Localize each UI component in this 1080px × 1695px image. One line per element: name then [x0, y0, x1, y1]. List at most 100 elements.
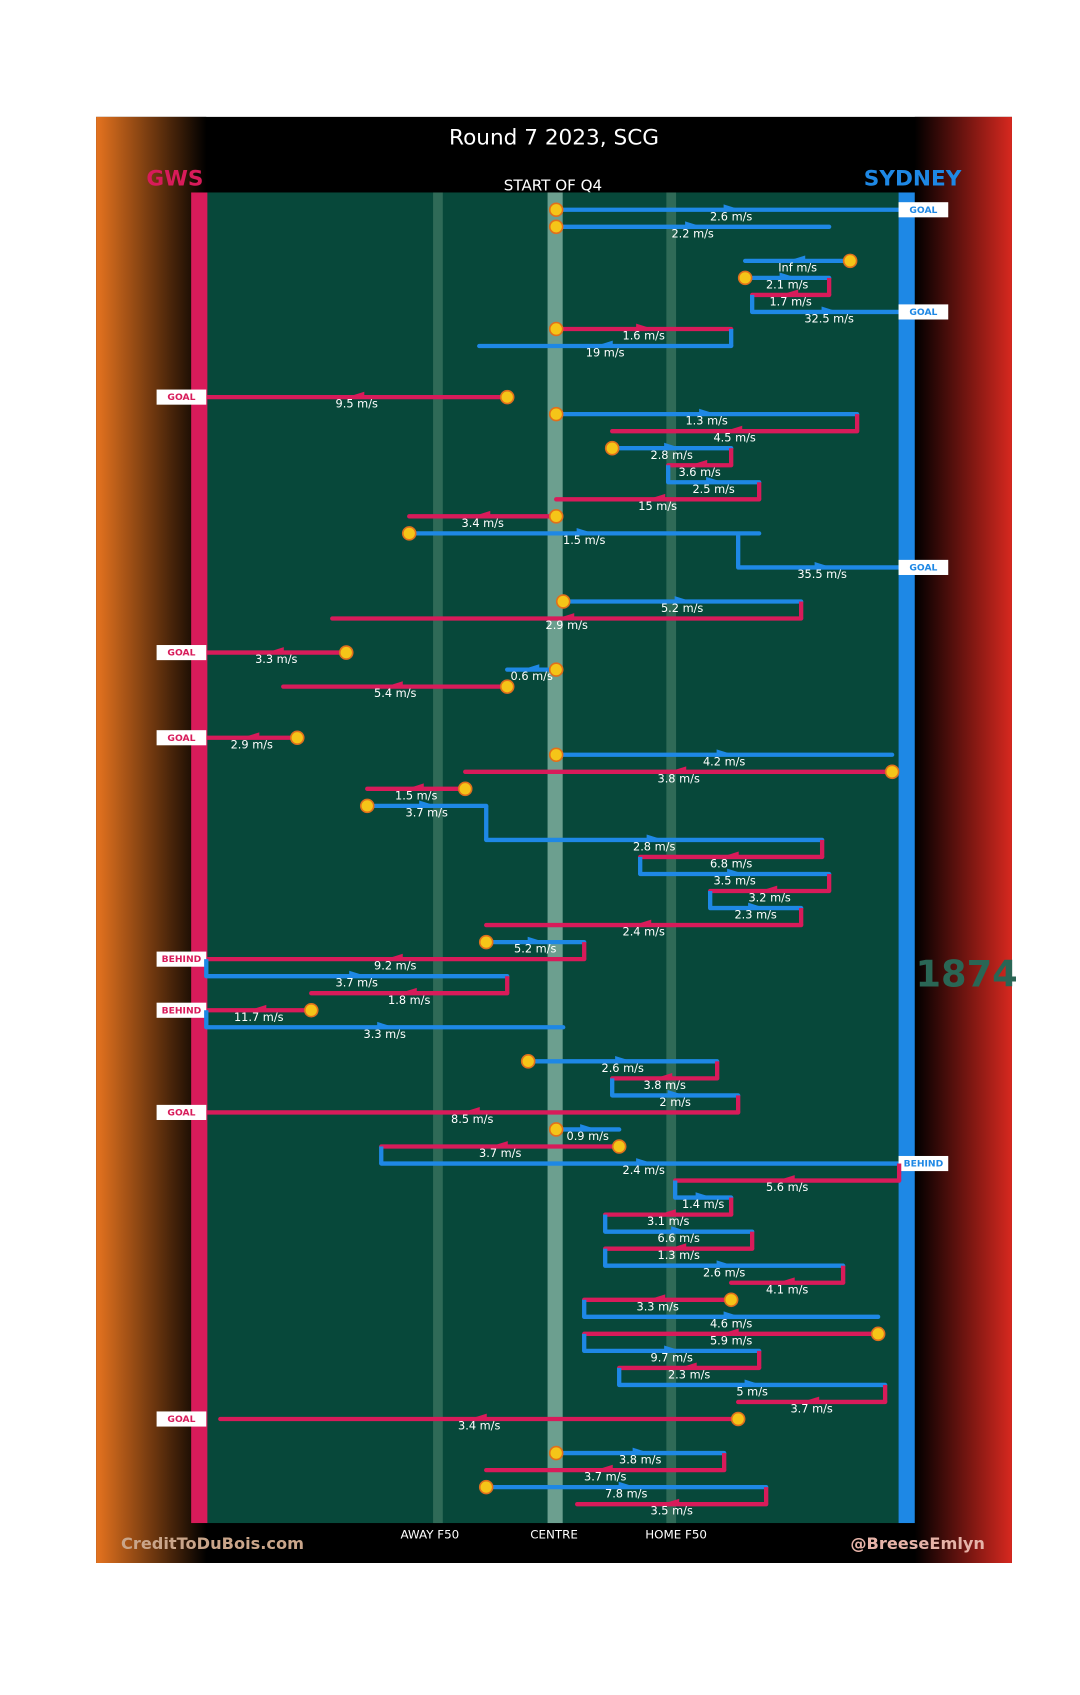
speed-label: 3.7 m/s — [406, 805, 448, 819]
result-box — [156, 1002, 207, 1018]
speed-label: 35.5 m/s — [797, 567, 847, 581]
speed-label: 11.7 m/s — [234, 1010, 284, 1024]
speed-label: 3.5 m/s — [713, 874, 755, 888]
speed-label: 2 m/s — [659, 1095, 691, 1109]
away-f50-line — [433, 192, 443, 1524]
chain-start — [338, 645, 354, 660]
result-label: BEHIND — [162, 1005, 202, 1016]
speed-label: 3.7 m/s — [584, 1470, 626, 1484]
speed-label: 5.2 m/s — [514, 942, 556, 956]
speed-label: 2.6 m/s — [710, 209, 752, 223]
arrow — [664, 442, 682, 450]
result-box — [156, 645, 207, 661]
centre-line — [547, 192, 563, 1524]
arrow — [814, 562, 832, 569]
arrow — [462, 1107, 480, 1114]
speed-label: 3.3 m/s — [255, 652, 297, 666]
result-label: GOAL — [909, 307, 937, 318]
speed-label: 1.7 m/s — [769, 294, 811, 308]
arrow — [787, 255, 806, 262]
speed-label: 3.4 m/s — [462, 516, 504, 530]
chain-start — [548, 1445, 564, 1461]
arrow — [668, 766, 687, 773]
speed-label: 2.8 m/s — [633, 839, 675, 853]
chain-start — [737, 270, 753, 286]
arrow — [406, 783, 424, 790]
speed-label: 3.7 m/s — [479, 1146, 521, 1160]
result-box — [156, 951, 207, 967]
speed-label: 1.8 m/s — [388, 993, 430, 1007]
arrow — [266, 647, 284, 654]
result-label: GOAL — [909, 205, 937, 216]
speed-label: 5.9 m/s — [710, 1333, 752, 1347]
arrow — [580, 1124, 598, 1131]
left-gradient — [96, 116, 207, 1563]
speed-label: 3.5 m/s — [650, 1504, 692, 1518]
chain-start — [884, 764, 900, 780]
arrow — [744, 1379, 762, 1387]
chain-start — [457, 781, 473, 797]
chain-start — [499, 389, 515, 405]
speed-label: 15 m/s — [638, 499, 677, 513]
arrow — [777, 1277, 795, 1284]
speed-label: 9.2 m/s — [374, 959, 416, 973]
chain-start — [548, 321, 564, 337]
chain-start — [478, 1479, 494, 1495]
arrow — [647, 1294, 666, 1301]
chain-start — [499, 679, 515, 694]
result-label: GOAL — [167, 392, 195, 403]
chain-start — [723, 1292, 739, 1308]
speed-label: 1.5 m/s — [563, 533, 605, 547]
chart-title: Round 7 2023, SCG — [449, 125, 659, 150]
speed-label: 2.1 m/s — [766, 277, 808, 291]
speed-label: 3.8 m/s — [657, 771, 699, 785]
speed-label: 5.2 m/s — [661, 601, 703, 615]
arrow — [685, 221, 703, 228]
arrow — [419, 800, 437, 807]
speed-label: 19 m/s — [586, 346, 625, 360]
speed-label: 8.5 m/s — [451, 1112, 493, 1126]
arrow — [347, 391, 365, 399]
result-label: GOAL — [167, 648, 195, 659]
chain-start — [604, 440, 620, 456]
arrow — [385, 681, 403, 688]
chain-start — [548, 202, 564, 218]
chain-start — [548, 406, 564, 422]
arrow — [556, 613, 575, 620]
possessions: 2.6 m/s GOAL 2.2 m/s Inf m/s 2.1 m/s 1.7 m/s 3… — [156, 202, 949, 1518]
arrow — [647, 493, 666, 501]
chain-start — [401, 526, 417, 541]
arrow — [721, 851, 739, 859]
arrow — [632, 1447, 650, 1455]
chain-start — [478, 934, 494, 950]
arrow — [595, 1464, 613, 1472]
credit-right: @BreeseEmlyn — [850, 1534, 985, 1553]
arrow — [636, 1158, 654, 1165]
speed-label: 2.9 m/s — [231, 737, 273, 751]
arrow — [521, 664, 540, 671]
speed-label: 2.9 m/s — [546, 618, 588, 632]
arrow — [576, 527, 594, 535]
speed-label: 3.3 m/s — [364, 1027, 406, 1041]
arrow — [695, 1192, 713, 1199]
speed-label: 5 m/s — [736, 1385, 768, 1399]
arrow — [490, 1141, 508, 1148]
result-box — [156, 389, 207, 405]
speed-label: 4.2 m/s — [703, 754, 745, 768]
speed-label: 6.8 m/s — [710, 857, 752, 871]
away-label: AWAY F50 — [400, 1527, 459, 1541]
speed-label: 2.3 m/s — [734, 908, 776, 922]
gws-bar — [191, 192, 208, 1524]
chain-start — [548, 509, 564, 524]
speed-label: 2.4 m/s — [622, 925, 664, 939]
speed-label: 1.6 m/s — [622, 329, 664, 343]
speed-label: 32.5 m/s — [804, 312, 854, 326]
right-gradient — [914, 116, 1012, 1563]
chain-start — [359, 798, 375, 814]
speed-label: 3.1 m/s — [647, 1214, 689, 1228]
result-label: BEHIND — [904, 1159, 944, 1170]
chain-start — [289, 730, 305, 746]
arrow — [727, 868, 745, 876]
speed-label: 3.7 m/s — [336, 976, 378, 990]
sydney-bar — [898, 192, 915, 1524]
